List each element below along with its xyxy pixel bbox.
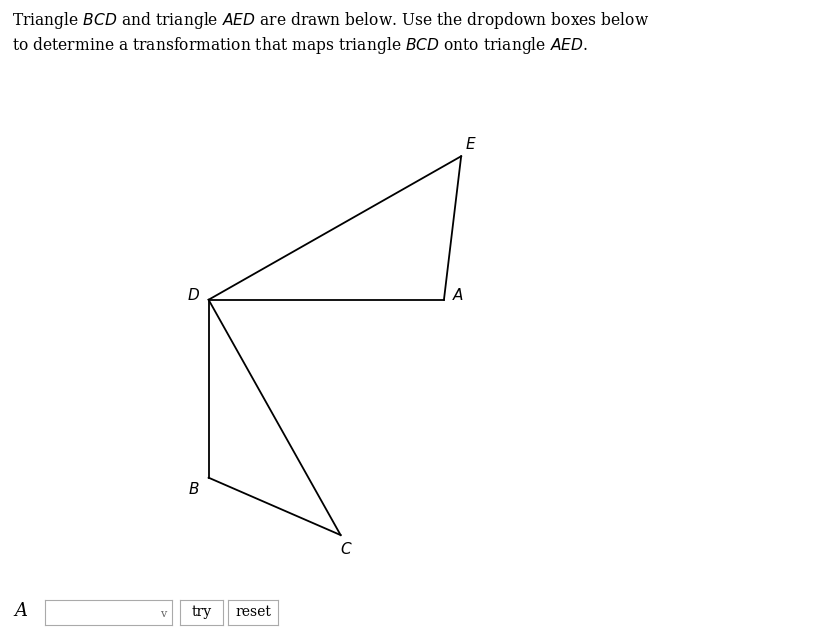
Text: reset: reset (235, 605, 271, 620)
Text: C: C (340, 542, 351, 558)
Text: v: v (160, 609, 166, 619)
Text: B: B (189, 482, 199, 497)
Text: A: A (453, 288, 464, 303)
Text: Triangle $BCD$ and triangle $AED$ are drawn below. Use the dropdown boxes below: Triangle $BCD$ and triangle $AED$ are dr… (12, 10, 649, 31)
Text: E: E (466, 137, 475, 151)
Text: to determine a transformation that maps triangle $BCD$ onto triangle $AED$.: to determine a transformation that maps … (12, 35, 588, 57)
Text: A: A (15, 601, 28, 620)
Text: try: try (192, 605, 211, 620)
Text: D: D (188, 288, 199, 303)
